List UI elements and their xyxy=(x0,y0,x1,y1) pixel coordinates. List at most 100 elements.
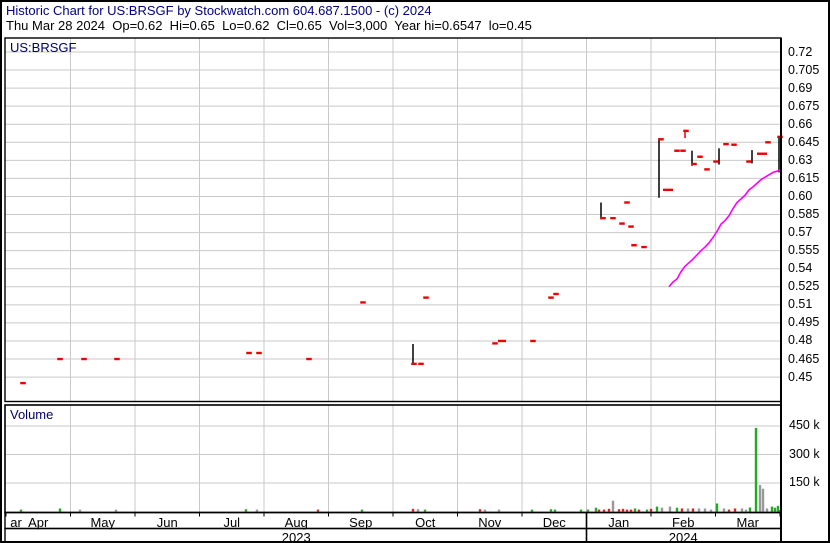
price-tick-label: 0.525 xyxy=(788,279,820,294)
volume-bar xyxy=(691,508,695,512)
month-label-oct: Oct xyxy=(415,514,436,530)
volume-bar xyxy=(553,509,557,512)
volume-bar xyxy=(586,509,590,512)
volume-tick-label: 450 k xyxy=(789,418,820,432)
close-mark xyxy=(697,155,703,158)
price-tick-label: 0.465 xyxy=(788,351,820,366)
close-mark xyxy=(704,168,710,171)
volume-bar xyxy=(625,509,629,512)
close-mark xyxy=(548,296,554,299)
volume-bar xyxy=(617,509,621,512)
volume-bar xyxy=(411,508,415,512)
volume-bar xyxy=(633,508,637,512)
close-mark xyxy=(20,381,26,385)
quote-summary-line: Thu Mar 28 2024 Op=0.62 Hi=0.65 Lo=0.62 … xyxy=(6,18,532,33)
price-tick-label: 0.495 xyxy=(788,315,820,330)
volume-bar xyxy=(754,427,758,512)
month-label-partial: ar xyxy=(10,514,22,530)
close-mark xyxy=(631,244,637,247)
close-mark xyxy=(624,201,630,204)
price-tick-label: 0.48 xyxy=(788,333,813,348)
volume-bar xyxy=(733,508,737,512)
volume-bar xyxy=(645,509,649,512)
volume-bar xyxy=(761,488,765,512)
volume-bar xyxy=(579,509,583,512)
volume-bar xyxy=(549,509,553,512)
close-mark xyxy=(610,216,616,220)
volume-bar xyxy=(602,509,606,512)
month-label-jun: Jun xyxy=(156,514,178,530)
price-tick-label: 0.54 xyxy=(788,261,813,276)
price-tick-label: 0.51 xyxy=(788,297,813,312)
volume-bar xyxy=(597,509,601,512)
month-label-jul: Jul xyxy=(223,514,241,530)
close-mark xyxy=(765,141,771,144)
close-mark xyxy=(683,129,689,133)
close-mark xyxy=(757,152,767,155)
year-label-2024: 2024 xyxy=(668,529,698,543)
price-tick-label: 0.72 xyxy=(788,44,813,59)
volume-bar xyxy=(316,509,320,512)
price-tick-label: 0.57 xyxy=(788,225,813,240)
volume-bar xyxy=(727,509,731,512)
price-tick-label: 0.615 xyxy=(788,170,820,185)
month-label-may: May xyxy=(90,514,116,530)
price-tick-label: 0.585 xyxy=(788,207,820,222)
volume-bar xyxy=(773,507,777,512)
volume-bar xyxy=(715,503,719,512)
price-tick-label: 0.555 xyxy=(788,243,820,258)
close-mark xyxy=(492,342,498,345)
volume-panel-label: Volume xyxy=(10,407,54,422)
volume-bar xyxy=(668,506,672,512)
close-mark xyxy=(81,357,87,361)
close-mark xyxy=(256,351,262,355)
price-tick-label: 0.69 xyxy=(788,80,813,95)
month-label-aug: Aug xyxy=(284,514,308,530)
volume-bar xyxy=(697,508,701,512)
close-mark xyxy=(663,188,673,192)
close-mark xyxy=(713,160,719,163)
close-mark xyxy=(553,292,559,296)
close-mark xyxy=(731,143,737,146)
volume-bar xyxy=(629,509,633,512)
month-label-feb: Feb xyxy=(672,514,695,530)
volume-bar xyxy=(758,484,762,512)
volume-bar xyxy=(744,509,748,512)
close-mark xyxy=(418,362,424,366)
volume-bar xyxy=(423,509,427,512)
month-label-jan: Jan xyxy=(608,514,630,530)
year-label-2023: 2023 xyxy=(281,529,311,543)
symbol-label: US:BRSGF xyxy=(10,40,77,55)
close-mark xyxy=(674,149,680,152)
volume-bar xyxy=(776,505,780,512)
close-mark xyxy=(306,357,312,361)
volume-bar xyxy=(78,509,82,512)
close-mark xyxy=(680,149,686,152)
moving-average-line xyxy=(668,169,781,288)
month-label-dec: Dec xyxy=(542,514,566,530)
close-mark xyxy=(641,245,647,249)
month-label-sep: Sep xyxy=(349,514,373,530)
month-label-mar: Mar xyxy=(736,514,759,530)
close-mark xyxy=(423,296,429,299)
volume-bar xyxy=(530,509,534,512)
volume-bar xyxy=(483,509,487,512)
price-tick-label: 0.66 xyxy=(788,116,813,131)
chart-title: Historic Chart for US:BRSGF by Stockwatc… xyxy=(6,3,432,18)
price-tick-label: 0.705 xyxy=(788,62,820,77)
volume-bar xyxy=(637,509,641,512)
volume-bar xyxy=(607,508,611,512)
volume-bar xyxy=(244,509,248,512)
month-label-apr: Apr xyxy=(28,514,49,530)
close-mark xyxy=(57,357,63,361)
volume-bar xyxy=(675,507,679,512)
volume-bar xyxy=(770,506,774,512)
price-tick-label: 0.63 xyxy=(788,152,813,167)
price-tick-label: 0.60 xyxy=(788,188,813,203)
close-mark xyxy=(628,225,634,228)
volume-bar xyxy=(478,509,482,512)
price-tick-label: 0.645 xyxy=(788,134,820,149)
close-mark xyxy=(600,216,606,220)
close-mark xyxy=(530,339,536,343)
